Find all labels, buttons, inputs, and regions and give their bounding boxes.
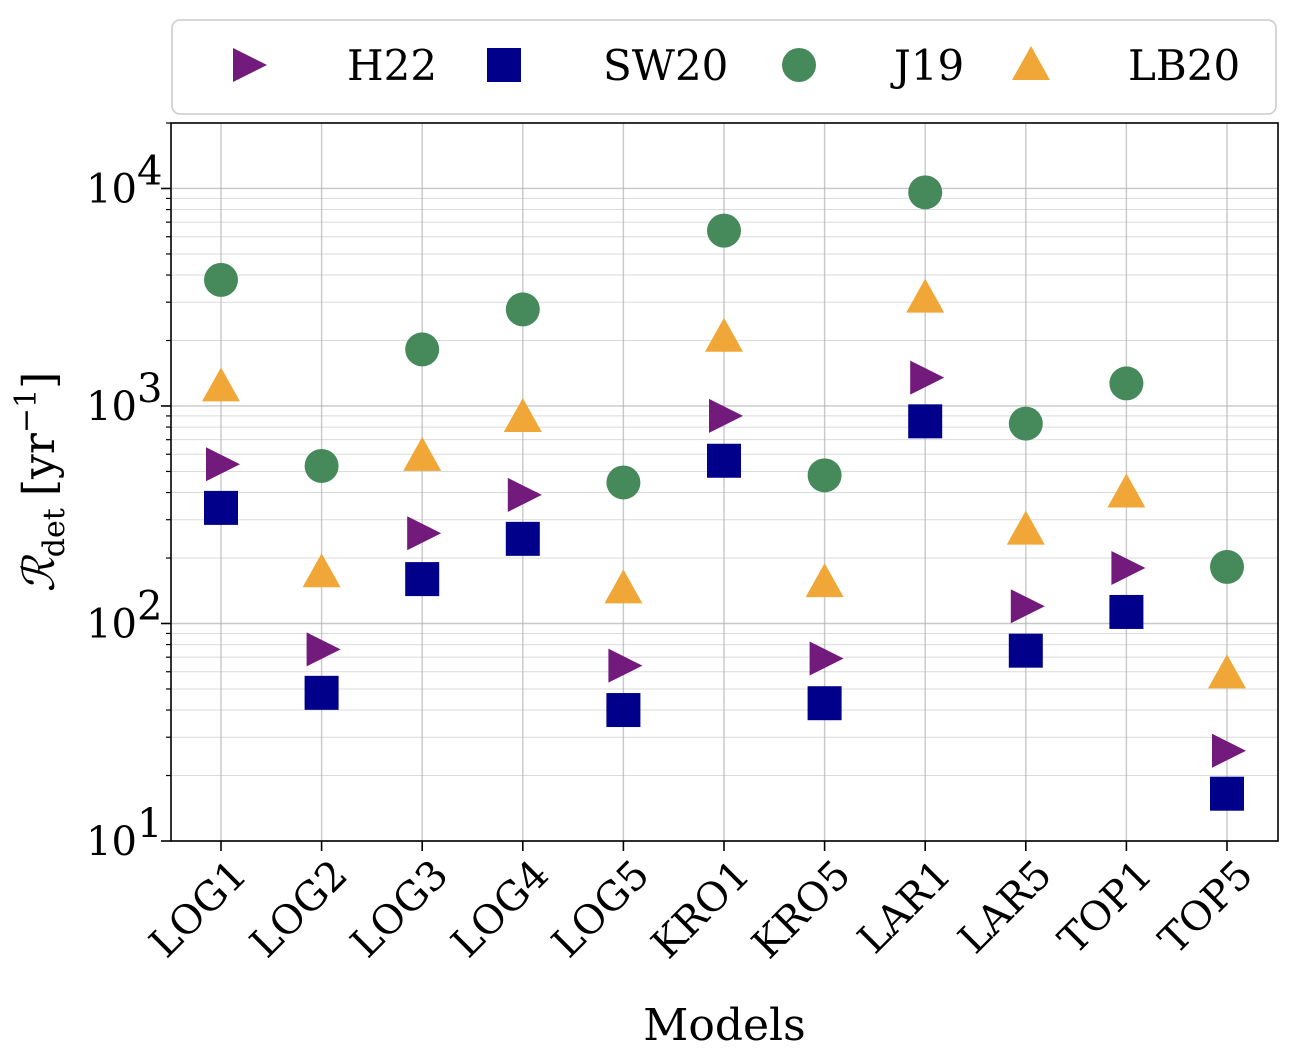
y-tick-label: 10 xyxy=(86,819,137,865)
lb20-point-top1 xyxy=(1107,473,1146,508)
y-tick-label: 10 xyxy=(86,601,137,647)
y-axis-title-symbol: ℛ xyxy=(14,554,65,592)
h22-point-top5 xyxy=(1212,733,1246,768)
h22-point-log5 xyxy=(608,648,643,683)
series-lb20 xyxy=(202,278,1246,689)
lb20-point-kro1 xyxy=(705,317,743,352)
sw20-point-log5 xyxy=(606,693,641,728)
legend-label-lb20: LB20 xyxy=(1128,41,1240,90)
x-axis-title: Models xyxy=(643,1000,805,1051)
data-marks xyxy=(202,175,1246,811)
h22-point-kro1 xyxy=(709,398,743,433)
lb20-point-log5 xyxy=(604,569,643,604)
j19-point-log1 xyxy=(204,262,238,297)
legend-marker-h22 xyxy=(233,48,267,82)
y-tick-label-base: 10 xyxy=(86,384,137,430)
y-tick-label-base: 10 xyxy=(86,601,137,647)
y-tick-label-exponent: 4 xyxy=(137,148,162,194)
y-axis-title: ℛdet [yr−1] xyxy=(9,372,72,593)
h22-point-lar1 xyxy=(910,360,945,395)
h22-point-log3 xyxy=(407,516,442,551)
legend-box xyxy=(171,19,1277,115)
svg-text:ℛdet[yr−1]: ℛdet [yr−1] xyxy=(9,372,72,593)
legend-label-sw20: SW20 xyxy=(603,41,728,90)
sw20-point-top5 xyxy=(1210,776,1244,811)
lb20-point-lar5 xyxy=(1006,510,1045,545)
j19-point-log3 xyxy=(405,332,440,367)
j19-point-top1 xyxy=(1109,366,1144,401)
series-sw20 xyxy=(204,404,1244,811)
sw20-point-log4 xyxy=(505,521,540,556)
j19-point-log4 xyxy=(505,292,540,327)
legend-marker-lb20 xyxy=(1012,46,1050,80)
y-axis-title-unit-open: [yr xyxy=(14,432,65,496)
y-axis-title-unit-exp: −1 xyxy=(9,389,44,433)
y-tick-label-exponent: 3 xyxy=(137,366,162,412)
y-tick-label-exponent: 2 xyxy=(137,583,162,629)
lb20-point-log4 xyxy=(503,397,542,432)
j19-point-log5 xyxy=(606,465,641,500)
grid xyxy=(171,122,1278,842)
h22-point-kro5 xyxy=(809,641,844,676)
legend-label-h22: H22 xyxy=(347,41,437,90)
sw20-point-lar1 xyxy=(908,404,943,439)
h22-point-lar5 xyxy=(1010,589,1045,624)
lb20-point-kro5 xyxy=(805,563,844,598)
y-tick-label: 10 xyxy=(86,166,137,212)
lb20-point-top5 xyxy=(1208,654,1246,689)
lb20-point-log1 xyxy=(202,367,240,402)
legend-label-j19: J19 xyxy=(890,41,964,90)
legend-marker-j19 xyxy=(782,48,816,82)
y-tick-label-base: 10 xyxy=(86,819,137,865)
y-tick-label: 10 xyxy=(86,384,137,430)
y-axis-title-unit-close: ] xyxy=(14,372,65,389)
j19-point-kro5 xyxy=(807,458,842,493)
y-axis-title-subscript: det xyxy=(37,508,72,557)
legend-marker-sw20 xyxy=(487,48,521,82)
sw20-point-kro1 xyxy=(707,443,741,478)
series-h22 xyxy=(206,360,1246,768)
sw20-point-log1 xyxy=(204,490,238,525)
sw20-point-top1 xyxy=(1109,594,1144,629)
h22-point-log1 xyxy=(206,447,240,482)
sw20-point-log2 xyxy=(304,675,339,710)
j19-point-lar5 xyxy=(1008,406,1043,441)
h22-point-log2 xyxy=(306,632,341,667)
lb20-point-log2 xyxy=(302,553,341,588)
sw20-point-log3 xyxy=(405,562,440,597)
y-tick-label-base: 10 xyxy=(86,166,137,212)
series-j19 xyxy=(204,175,1244,584)
h22-point-log4 xyxy=(507,477,542,512)
y-tick-label-exponent: 1 xyxy=(137,801,162,847)
j19-point-lar1 xyxy=(908,175,943,210)
lb20-point-lar1 xyxy=(906,278,945,313)
j19-point-kro1 xyxy=(707,213,741,248)
lb20-point-log3 xyxy=(403,436,442,471)
j19-point-top5 xyxy=(1210,549,1244,584)
sw20-point-kro5 xyxy=(807,686,842,721)
sw20-point-lar5 xyxy=(1008,633,1043,668)
legend: H22 SW20 J19 LB20 xyxy=(171,19,1277,115)
j19-point-log2 xyxy=(304,448,339,483)
h22-point-top1 xyxy=(1111,550,1146,585)
